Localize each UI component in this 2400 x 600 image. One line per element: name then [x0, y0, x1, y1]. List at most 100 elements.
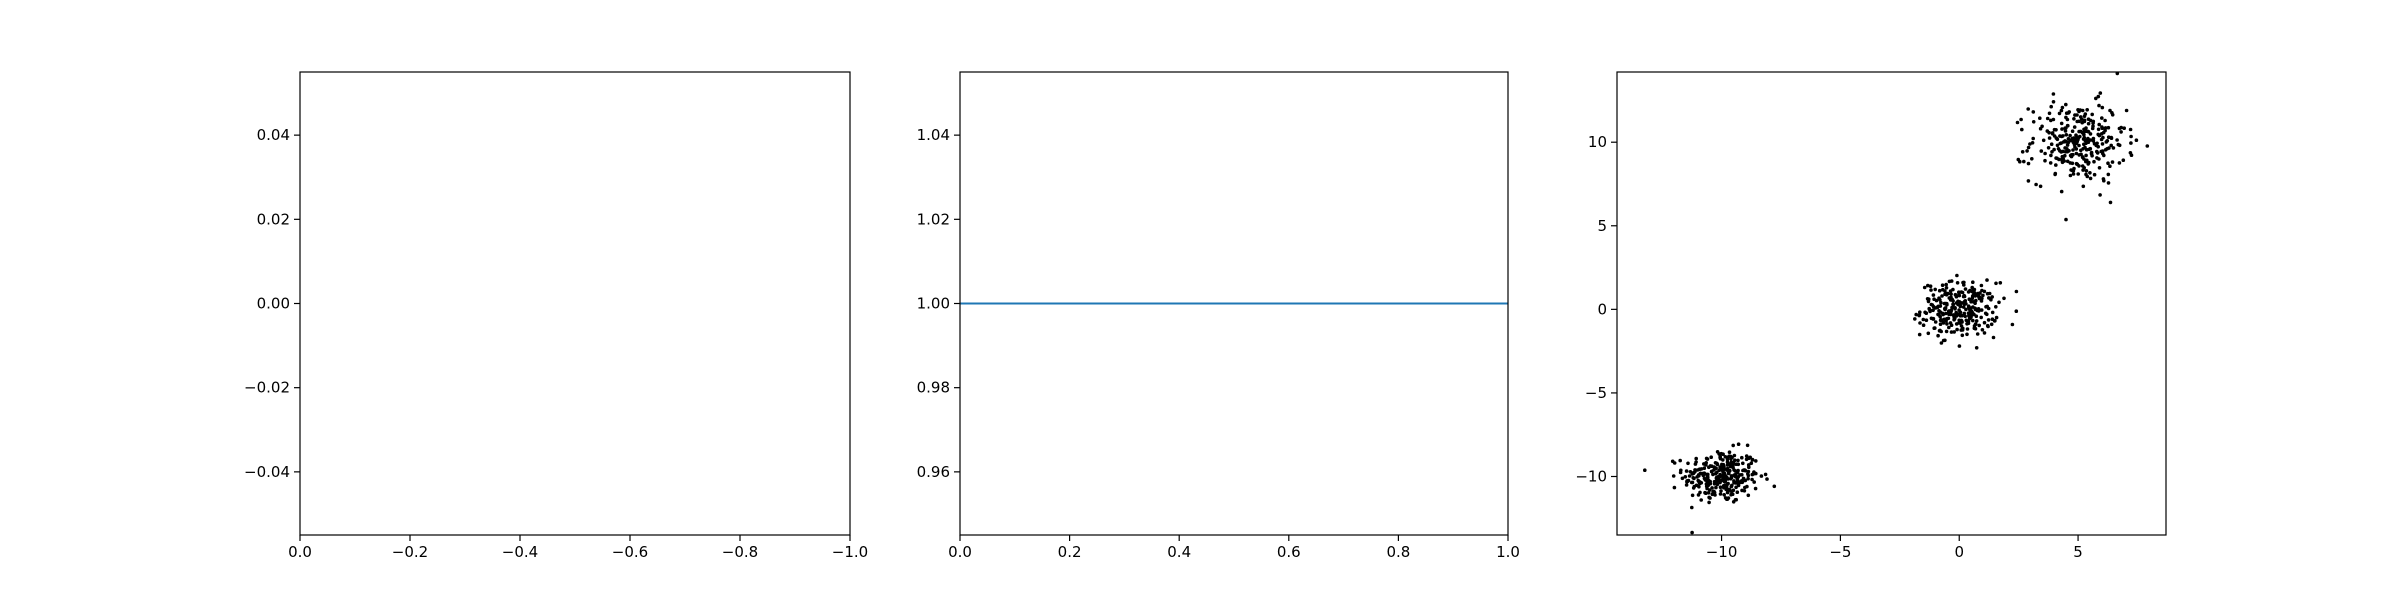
- scatter-point: [1929, 288, 1933, 292]
- scatter-point: [2080, 130, 2085, 135]
- scatter-point: [2084, 159, 2088, 164]
- scatter-point: [1710, 492, 1715, 497]
- y-tick-label: −5: [1585, 384, 1607, 402]
- scatter-point: [1941, 321, 1946, 325]
- scatter-point: [1972, 287, 1977, 292]
- scatter-point: [1706, 482, 1711, 487]
- scatter-point: [1956, 302, 1960, 307]
- scatter-point: [2040, 124, 2044, 129]
- scatter-point: [1945, 322, 1949, 326]
- scatter-point: [1753, 486, 1758, 491]
- scatter-point: [1690, 493, 1695, 498]
- scatter-point: [1935, 305, 1940, 310]
- scatter-point: [1923, 310, 1927, 315]
- scatter-point: [1707, 495, 1711, 500]
- scatter-point: [2076, 172, 2080, 176]
- scatter-point: [1966, 319, 1971, 324]
- scatter-point: [1752, 471, 1756, 476]
- scatter-point: [2054, 128, 2058, 132]
- scatter-point: [1711, 472, 1715, 477]
- scatter-point: [2065, 159, 2070, 164]
- scatter-point: [2082, 118, 2087, 123]
- panel-scatter: −10 −5 0 5 10 5 0 −5 −10: [1575, 71, 2167, 561]
- scatter-point: [1726, 481, 1730, 486]
- scatter-point: [1944, 292, 1949, 297]
- scatter-point: [1740, 488, 1744, 493]
- scatter-point: [2051, 117, 2056, 122]
- scatter-point: [1913, 317, 1917, 321]
- scatter-point: [1715, 482, 1720, 487]
- scatter-point: [1994, 305, 1998, 309]
- scatter-point: [1971, 280, 1975, 285]
- scatter-point: [2108, 200, 2113, 205]
- scatter-point: [1989, 322, 1994, 327]
- scatter-point: [2100, 142, 2105, 146]
- x-tick-label: 1.0: [1496, 543, 1520, 561]
- scatter-point: [2043, 158, 2047, 163]
- scatter-point: [1954, 322, 1959, 326]
- scatter-point: [2115, 72, 2120, 76]
- scatter-point: [1696, 478, 1700, 483]
- scatter-point: [1710, 464, 1714, 469]
- scatter-point: [2064, 133, 2069, 137]
- scatter-point: [2071, 148, 2075, 152]
- scatter-point: [2060, 158, 2064, 163]
- scatter-point: [1745, 443, 1750, 448]
- scatter-point: [2055, 156, 2059, 161]
- scatter-point: [2054, 136, 2059, 140]
- scatter-point: [1917, 332, 1922, 337]
- x-tick-label: 0: [1954, 543, 1964, 561]
- scatter-point: [2014, 309, 2019, 314]
- scatter-point: [1754, 459, 1758, 463]
- scatter-point: [1932, 297, 1936, 302]
- scatter-point: [2091, 139, 2096, 143]
- scatter-point: [1706, 491, 1711, 495]
- scatter-point: [2059, 121, 2064, 126]
- scatter-point: [1954, 312, 1958, 316]
- scatter-point: [1704, 491, 1708, 496]
- y-tick-label: 0.00: [257, 295, 290, 313]
- scatter-point: [2077, 153, 2081, 157]
- scatter-point: [1963, 314, 1967, 319]
- y-tick-label: 1.04: [917, 126, 950, 144]
- scatter-point: [1975, 332, 1980, 336]
- scatter-point: [2108, 108, 2112, 113]
- scatter-point: [1763, 472, 1768, 477]
- scatter-point: [1917, 313, 1922, 317]
- scatter-point: [2059, 134, 2064, 139]
- scatter-point: [1938, 315, 1942, 319]
- scatter-point: [2038, 116, 2042, 120]
- scatter-point: [1949, 330, 1954, 334]
- scatter-point: [1955, 327, 1959, 332]
- scatter-point: [1974, 314, 1979, 319]
- scatter-point: [2043, 151, 2047, 156]
- scatter-point: [1998, 281, 2003, 285]
- scatter-point: [2084, 169, 2089, 173]
- scatter-point: [1727, 450, 1732, 455]
- scatter-point: [1957, 293, 1962, 298]
- scatter-point: [2095, 141, 2099, 146]
- scatter-point: [1722, 485, 1726, 490]
- scatter-point: [2096, 127, 2101, 132]
- scatter-point: [1967, 297, 1972, 302]
- scatter-point: [2048, 161, 2053, 165]
- scatter-point: [1950, 305, 1954, 310]
- scatter-point: [1961, 305, 1966, 309]
- scatter-point: [2049, 153, 2053, 158]
- scatter-point: [2031, 136, 2035, 141]
- scatter-point: [1721, 458, 1725, 462]
- scatter-point: [1976, 307, 1981, 311]
- scatter-point: [2095, 151, 2100, 155]
- scatter-point: [1734, 497, 1738, 502]
- scatter-point: [2078, 115, 2083, 119]
- scatter-point: [1961, 326, 1965, 331]
- scatter-point: [1718, 485, 1723, 490]
- scatter-point: [1736, 442, 1741, 447]
- x-tick-label: −1.0: [832, 543, 868, 561]
- scatter-point: [1740, 455, 1744, 460]
- x-tick-label: 0.0: [288, 543, 312, 561]
- scatter-point: [1719, 451, 1724, 456]
- scatter-point: [1765, 477, 1769, 481]
- scatter-point: [2020, 150, 2025, 154]
- scatter-point: [2039, 149, 2044, 153]
